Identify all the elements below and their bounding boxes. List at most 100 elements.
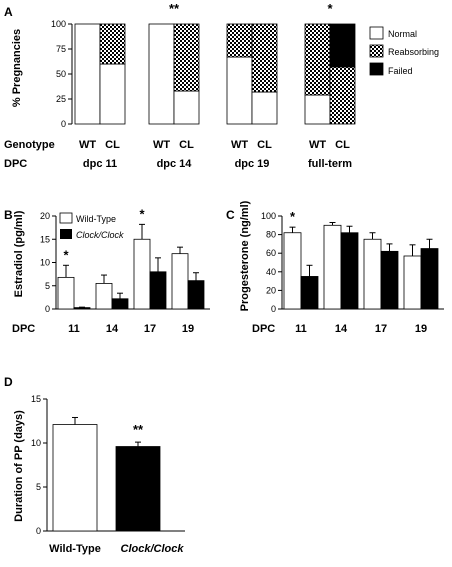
bar-reabsorbing <box>329 66 356 125</box>
significance-marker: * <box>63 247 69 262</box>
panel-d-y-tick-label: 15 <box>31 394 41 404</box>
significance-marker: ** <box>169 1 180 16</box>
panel-a-y-tick-label: 75 <box>56 44 66 54</box>
panel-a-y-tick-label: 100 <box>51 19 66 29</box>
legend-reabsorbing-swatch <box>369 44 384 58</box>
bar-wild-type <box>52 424 98 532</box>
panel-c-y-tick-label: 0 <box>271 304 276 314</box>
panel-c-y-tick-label: 20 <box>266 285 276 295</box>
legend-clock-swatch <box>60 229 72 239</box>
panel-c-y-tick-label: 100 <box>261 211 276 221</box>
genotype-label: CL <box>179 139 194 151</box>
dpc-tick-label: 11 <box>295 323 307 335</box>
bar-wild-type <box>57 276 75 310</box>
bar-clock-clock <box>73 307 91 310</box>
panel-c-xlabel: DPC <box>252 323 275 335</box>
dpc-tick-label: 17 <box>144 323 156 335</box>
bar-wild-type <box>363 238 382 310</box>
panel-a-x-labels: WT CL dpc 11 WT CL dpc 14 ** WT CL dpc 19 WT CL full… <box>79 1 352 170</box>
genotype-label: WT <box>79 139 96 151</box>
panel-b-x-labels: 11 * 14 17 * 19 <box>63 206 194 335</box>
significance-marker: * <box>290 209 296 224</box>
legend-failed-swatch <box>369 62 384 76</box>
panel-c-y-ticks: 0 20 40 60 80 100 <box>261 211 283 314</box>
panel-a-y-tick-label: 25 <box>56 94 66 104</box>
bar-reabsorbing <box>226 23 253 58</box>
dpc-tick-label: 19 <box>182 323 194 335</box>
panel-a-y-tick-label: 50 <box>56 69 66 79</box>
panel-c-y-tick-label: 60 <box>266 248 276 258</box>
panel-d-y-tick-label: 0 <box>36 526 41 536</box>
panel-a-y-tick-label: 0 <box>61 119 66 129</box>
bar-normal <box>99 63 126 125</box>
category-label: Clock/Clock <box>121 543 185 555</box>
bar-clock-clock <box>115 446 161 532</box>
panel-d-x-labels: Wild-Type Clock/Clock ** <box>49 422 184 555</box>
panel-b-y-tick-label: 5 <box>45 281 50 291</box>
panel-b-legend: Wild-Type Clock/Clock <box>59 212 124 240</box>
genotype-label: CL <box>105 139 120 151</box>
panel-d-ylabel: Duration of PP (days) <box>13 410 25 522</box>
panel-b-ylabel: Estradiol (pg/ml) <box>13 210 25 297</box>
bar-clock-clock <box>187 280 205 310</box>
legend-reabsorbing-label: Reabsorbing <box>388 47 439 57</box>
dpc-row-label: DPC <box>4 158 27 170</box>
legend-wild-type-swatch <box>59 212 73 224</box>
bar-normal <box>74 23 101 125</box>
dpc-group-label: dpc 14 <box>157 158 193 170</box>
bar-clock-clock <box>340 232 359 310</box>
bar-clock-clock <box>420 248 439 310</box>
genotype-row-label: Genotype <box>4 139 55 151</box>
genotype-label: CL <box>335 139 350 151</box>
dpc-tick-label: 14 <box>106 323 119 335</box>
dpc-group-label: full-term <box>308 158 352 170</box>
panel-a-bars <box>74 23 356 125</box>
panel-a-ylabel: % Pregnancies <box>11 29 23 107</box>
significance-marker: * <box>327 1 333 16</box>
legend-normal-swatch <box>369 26 384 40</box>
bar-wild-type <box>323 224 342 310</box>
panel-b-y-tick-label: 15 <box>40 234 50 244</box>
bar-normal <box>251 91 278 125</box>
panel-d-y-tick-label: 5 <box>36 482 41 492</box>
bar-normal <box>148 23 175 125</box>
dpc-group-label: dpc 19 <box>235 158 270 170</box>
bar-reabsorbing <box>173 23 200 92</box>
panel-c-letter: C <box>226 208 235 222</box>
bar-failed <box>329 23 356 68</box>
bar-clock-clock <box>149 271 167 310</box>
bar-reabsorbing <box>251 23 278 93</box>
bar-normal <box>304 94 331 125</box>
dpc-tick-label: 17 <box>375 323 387 335</box>
bar-wild-type <box>133 238 151 310</box>
legend-wild-type-label: Wild-Type <box>76 214 116 224</box>
panel-a-letter: A <box>4 5 13 19</box>
legend-normal-label: Normal <box>388 29 417 39</box>
panel-b-letter: B <box>4 208 13 222</box>
genotype-label: WT <box>309 139 326 151</box>
bar-clock-clock <box>380 250 399 310</box>
panel-d: D Duration of PP (days) 0 5 10 15 Wild-Type… <box>4 375 185 555</box>
bar-wild-type <box>283 232 302 310</box>
panel-d-y-tick-label: 10 <box>31 438 41 448</box>
category-label: Wild-Type <box>49 543 101 555</box>
bar-clock-clock <box>111 298 129 310</box>
panel-b-y-tick-label: 0 <box>45 304 50 314</box>
bar-wild-type <box>95 283 113 310</box>
panel-d-letter: D <box>4 375 13 389</box>
dpc-tick-label: 14 <box>335 323 348 335</box>
panel-c-x-labels: 11 * 14 17 19 <box>290 209 427 335</box>
dpc-tick-label: 19 <box>415 323 427 335</box>
legend-failed-label: Failed <box>388 66 413 76</box>
panel-c-bars <box>282 222 444 310</box>
panel-d-bars <box>47 416 185 532</box>
bar-wild-type <box>171 253 189 310</box>
bar-normal <box>173 90 200 125</box>
genotype-label: WT <box>231 139 248 151</box>
significance-marker: * <box>139 206 145 221</box>
panel-b-xlabel: DPC <box>12 323 35 335</box>
dpc-tick-label: 11 <box>68 323 80 335</box>
